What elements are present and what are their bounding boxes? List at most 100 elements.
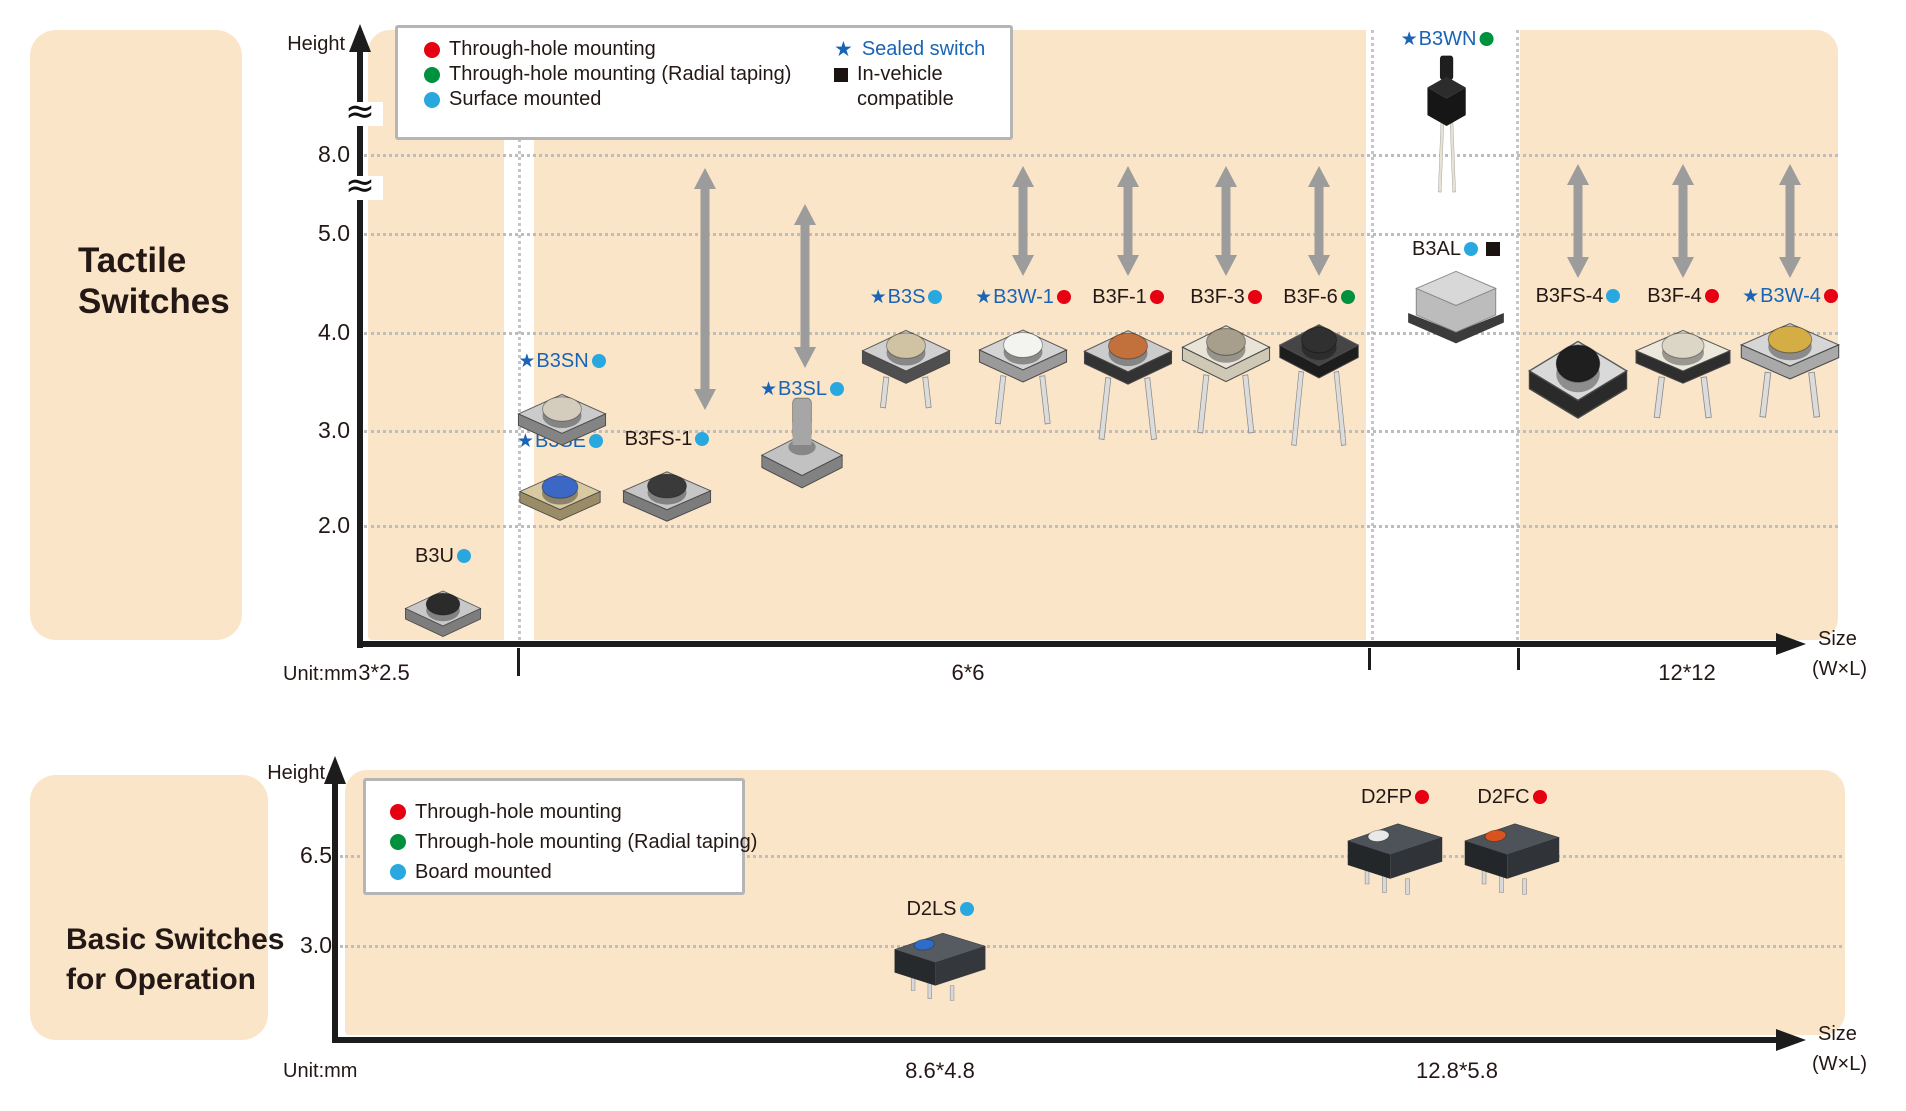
product-b3fs-4: B3FS-4 xyxy=(1521,285,1635,429)
y-tick-3.0: 3.0 xyxy=(300,932,332,958)
product-label: ★ B3SL xyxy=(760,378,844,400)
gridline-4.0 xyxy=(364,332,1838,335)
y-tick-4.0: 4.0 xyxy=(318,319,350,345)
product-image xyxy=(972,306,1074,441)
gridline-5.0 xyxy=(364,233,1838,236)
product-name: B3F-6 xyxy=(1283,285,1338,308)
tactile-section-label: Tactile Switches xyxy=(30,30,242,640)
gridline-3.0 xyxy=(340,945,1842,948)
gridline-6.5 xyxy=(340,855,1842,858)
y-tick-3.0: 3.0 xyxy=(318,417,350,443)
product-name: B3F-3 xyxy=(1190,285,1245,308)
size-axis-label-unit: (W×L) xyxy=(1812,658,1867,680)
product-label: B3AL xyxy=(1412,238,1500,260)
legend-item-sealed: ★ Sealed switch xyxy=(834,37,985,62)
product-name: B3SL xyxy=(778,377,827,400)
product-image xyxy=(511,371,613,454)
product-image xyxy=(1733,298,1847,435)
product-name: B3SN xyxy=(536,349,589,372)
height-range-arrow xyxy=(1304,166,1334,281)
sealed-star-icon: ★ xyxy=(760,378,778,400)
legend-label: Through-hole mounting (Radial taping) xyxy=(415,830,758,853)
gridline-8.0 xyxy=(364,154,1838,157)
product-image xyxy=(616,449,718,530)
basic-y-axis xyxy=(332,782,338,1043)
product-b3f-3: B3F-3 xyxy=(1175,286,1277,451)
product-label: B3U xyxy=(415,545,471,567)
product-b3al: B3AL xyxy=(1400,238,1512,355)
product-label: B3F-6 xyxy=(1283,285,1355,308)
sealed-star-icon: ★ xyxy=(869,286,887,308)
size-axis-arrowhead xyxy=(1776,1029,1806,1051)
in-vehicle-square-icon xyxy=(1485,242,1500,256)
height-range-arrow xyxy=(1563,164,1593,283)
size-axis-label: Size xyxy=(1818,1023,1857,1045)
product-d2fc: D2FC xyxy=(1459,786,1565,901)
product-b3wn: ★ B3WN xyxy=(1401,28,1494,203)
sealed-star-icon: ★ xyxy=(518,350,536,372)
product-d2fp: D2FP xyxy=(1342,786,1448,901)
axis-break-icon: ≈ xyxy=(337,168,383,204)
tactile-title-line1: Tactile xyxy=(78,241,187,280)
height-axis-label: Height xyxy=(267,762,325,784)
height-range-arrow xyxy=(1211,166,1241,281)
legend-item: Through-hole mounting (Radial taping) xyxy=(424,62,791,87)
height-range-arrow xyxy=(1775,164,1805,283)
basic-section-label: Basic Switches for Operation xyxy=(30,775,285,1040)
product-b3sl: ★ B3SL xyxy=(755,378,849,501)
product-label: B3F-1 xyxy=(1092,285,1164,308)
mount-dot-icon xyxy=(1247,290,1262,304)
legend-label: In-vehicle xyxy=(857,63,943,85)
legend-dot-icon xyxy=(390,834,406,850)
mount-dot-icon xyxy=(928,290,943,304)
product-image xyxy=(1400,260,1512,355)
product-image xyxy=(1628,306,1738,435)
product-name: B3FS-1 xyxy=(624,427,693,450)
product-label: ★ B3S xyxy=(870,286,943,308)
product-image xyxy=(1342,810,1448,901)
sealed-star-icon: ★ xyxy=(834,38,853,61)
legend-label: Board mounted xyxy=(415,860,552,883)
mount-dot-icon xyxy=(1479,32,1494,46)
y-tick-5.0: 5.0 xyxy=(318,220,350,246)
legend-item: Board mounted xyxy=(390,857,757,887)
height-range-arrow xyxy=(1668,164,1698,283)
height-range-arrow xyxy=(1113,166,1143,281)
product-b3s: ★ B3S xyxy=(855,286,957,425)
product-label: ★ B3WN xyxy=(1401,28,1494,50)
in-vehicle-square-icon xyxy=(834,67,848,82)
mount-dot-icon xyxy=(589,434,604,448)
mount-dot-icon xyxy=(1704,289,1719,303)
product-label: ★ B3W-1 xyxy=(975,286,1071,308)
region-separator xyxy=(1371,30,1374,640)
product-b3u: B3U xyxy=(399,545,487,645)
mount-dot-icon xyxy=(1056,290,1071,304)
basic-title-line1: Basic Switches xyxy=(66,923,285,956)
product-name: B3AL xyxy=(1412,237,1461,260)
legend-dot-icon xyxy=(390,864,406,880)
product-image xyxy=(1273,300,1365,463)
basic-x-axis xyxy=(332,1037,1778,1043)
legend-label: Through-hole mounting xyxy=(449,38,656,60)
unit-label: Unit:mm xyxy=(283,1060,358,1082)
x-label-6*6: 6*6 xyxy=(951,660,985,685)
tactile-legend: Through-hole mounting Through-hole mounti… xyxy=(395,25,1013,140)
mount-dot-icon xyxy=(695,432,710,446)
axis-break-icon: ≈ xyxy=(337,94,383,130)
legend-item: Through-hole mounting xyxy=(424,37,791,62)
legend-dot-icon xyxy=(390,804,406,820)
legend-label: Surface mounted xyxy=(449,88,602,110)
product-image xyxy=(855,306,957,425)
product-d2ls: D2LS xyxy=(889,898,991,1007)
size-axis-label-unit: (W×L) xyxy=(1812,1053,1867,1075)
product-b3f-6: B3F-6 xyxy=(1273,286,1365,463)
product-name: D2FP xyxy=(1360,785,1413,808)
mount-dot-icon xyxy=(1149,290,1164,304)
legend-label: Through-hole mounting (Radial taping) xyxy=(449,63,792,85)
mount-dot-icon xyxy=(829,382,844,396)
x-label-8.6*4.8: 8.6*4.8 xyxy=(905,1058,975,1083)
mount-dot-icon xyxy=(456,549,471,563)
mount-dot-icon xyxy=(959,902,974,916)
product-name: B3F-1 xyxy=(1092,285,1147,308)
product-label: B3F-3 xyxy=(1190,285,1262,308)
